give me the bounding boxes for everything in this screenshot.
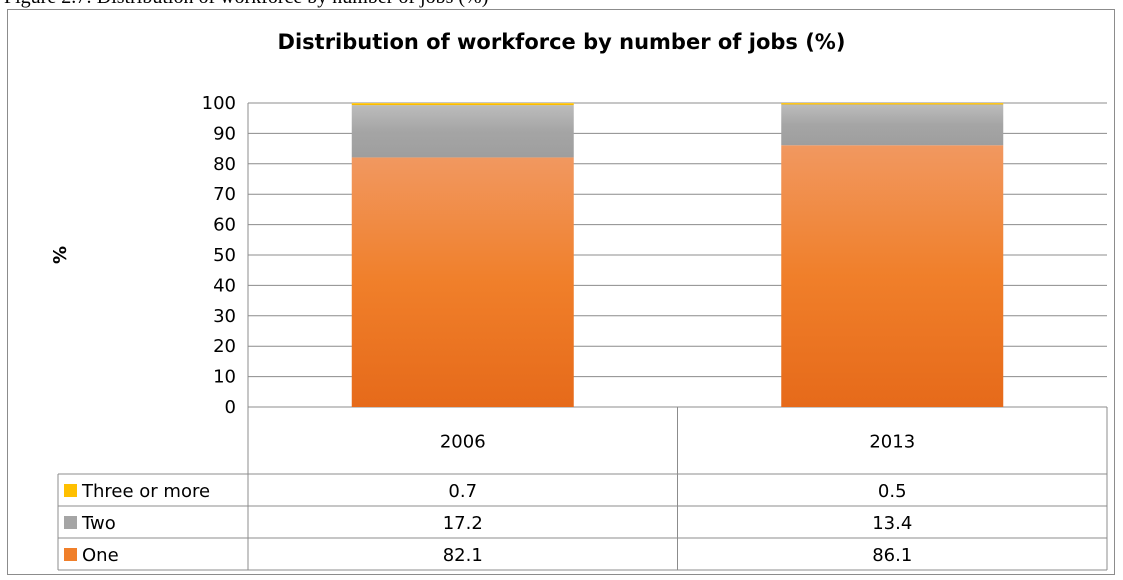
y-tick-label: 50	[213, 245, 236, 266]
figure-caption: Figure 2.7: Distribution of workforce by…	[0, 0, 1123, 10]
bar-three-or-more-2013	[781, 103, 1004, 105]
y-axis-ticks: 0 10 20 30 40 50 60 70 80 90 100	[202, 93, 236, 418]
data-label: 0.7	[448, 481, 477, 502]
bar-one-2013	[781, 145, 1004, 408]
x-category-label: 2006	[440, 432, 486, 453]
bar-two-2006	[351, 105, 574, 158]
y-tick-label: 90	[213, 123, 236, 144]
legend-key-two	[64, 516, 77, 529]
bar-one-2006	[351, 157, 574, 407]
data-table: 2006 2013 Three or more 0.7 0.5 Two 17.2 13.4 On…	[57, 407, 1108, 571]
y-tick-label: 30	[213, 306, 236, 327]
y-tick-label: 60	[213, 215, 236, 236]
y-tick-label: 0	[225, 397, 236, 418]
chart-frame	[7, 9, 1115, 575]
data-label: 86.1	[872, 545, 912, 566]
data-label: 17.2	[443, 513, 483, 534]
data-label: 82.1	[443, 545, 483, 566]
chart-title: Distribution of workforce by number of j…	[277, 30, 846, 54]
legend-label: One	[82, 545, 119, 566]
y-tick-label: 40	[213, 275, 236, 296]
legend-label: Three or more	[81, 481, 210, 502]
y-tick-label: 20	[213, 336, 236, 357]
bars	[351, 103, 1004, 408]
legend-key-one	[64, 548, 77, 561]
y-tick-label: 10	[213, 367, 236, 388]
data-label: 13.4	[872, 513, 912, 534]
y-tick-label: 70	[213, 184, 236, 205]
data-label: 0.5	[878, 481, 907, 502]
bar-three-or-more-2006	[351, 103, 574, 106]
x-category-label: 2013	[869, 432, 915, 453]
bar-two-2013	[781, 104, 1004, 146]
y-axis-label: %	[50, 246, 71, 264]
legend-key-three-or-more	[64, 484, 77, 497]
legend-label: Two	[81, 513, 116, 534]
y-tick-label: 100	[202, 93, 236, 114]
y-tick-label: 80	[213, 154, 236, 175]
figure-caption-text: Figure 2.7: Distribution of workforce by…	[4, 0, 488, 9]
